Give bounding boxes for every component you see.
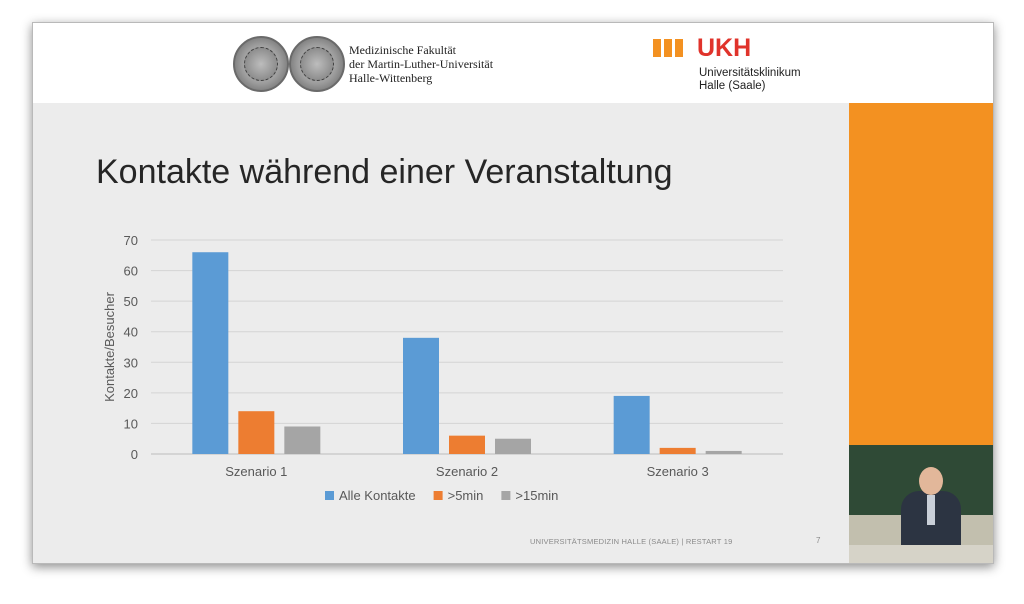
page-number: 7: [816, 536, 821, 545]
ukh-subtitle: Universitätsklinikum Halle (Saale): [699, 67, 801, 93]
ukh-line-1: Universitätsklinikum: [699, 67, 801, 79]
bar: [705, 450, 742, 454]
university-seal-left: [233, 36, 289, 92]
x-tick-label: Szenario 1: [225, 464, 287, 479]
x-tick-label: Szenario 2: [436, 464, 498, 479]
orange-side-panel: [849, 103, 993, 445]
y-tick-label: 50: [124, 294, 138, 309]
y-tick-label: 10: [124, 416, 138, 431]
faculty-line-1: Medizinische Fakultät: [349, 43, 456, 57]
speaker-shirt: [927, 495, 935, 525]
legend-label: Alle Kontakte: [339, 488, 416, 503]
bar: [403, 337, 439, 454]
x-tick-label: Szenario 3: [647, 464, 709, 479]
slide-footer: UNIVERSITÄTSMEDIZIN HALLE (SAALE) | REST…: [530, 537, 733, 546]
y-tick-label: 60: [124, 264, 138, 279]
faculty-line-3: Halle-Wittenberg: [349, 71, 433, 85]
slide-title: Kontakte während einer Veranstaltung: [96, 153, 673, 191]
speaker-video: [849, 445, 993, 563]
video-desk: [849, 545, 993, 563]
bar: [659, 447, 696, 454]
legend-swatch: [433, 491, 443, 500]
y-axis-label: Kontakte/Besucher: [102, 291, 117, 402]
bar: [238, 411, 275, 454]
bar: [284, 426, 321, 454]
slide-frame: Medizinische Fakultät der Martin-Luther-…: [32, 22, 994, 564]
ukh-line-2: Halle (Saale): [699, 80, 766, 92]
y-tick-label: 20: [124, 386, 138, 401]
slide-header: Medizinische Fakultät der Martin-Luther-…: [33, 23, 993, 103]
legend-label: >5min: [448, 488, 484, 503]
speaker-head: [919, 467, 943, 495]
ukh-logo-bars: [653, 39, 686, 62]
bar: [495, 438, 531, 454]
faculty-line-2: der Martin-Luther-Universität: [349, 57, 494, 71]
university-seal-right: [289, 36, 345, 92]
bar: [613, 395, 650, 454]
legend-swatch: [501, 491, 511, 500]
bar: [192, 252, 229, 454]
bar-chart: 0 10 20 30 40 50 60 70 Kontakte/Besucher Szenario…: [102, 233, 783, 503]
y-tick-label: 30: [124, 355, 138, 370]
faculty-name: Medizinische Fakultät der Martin-Luther-…: [349, 43, 493, 85]
legend-swatch: [325, 491, 334, 500]
y-tick-label: 40: [124, 325, 138, 340]
bar: [449, 435, 485, 454]
y-tick-label: 0: [131, 447, 138, 462]
legend-label: >15min: [515, 488, 558, 503]
ukh-logo: UKH: [697, 34, 752, 62]
y-tick-label: 70: [124, 233, 138, 248]
